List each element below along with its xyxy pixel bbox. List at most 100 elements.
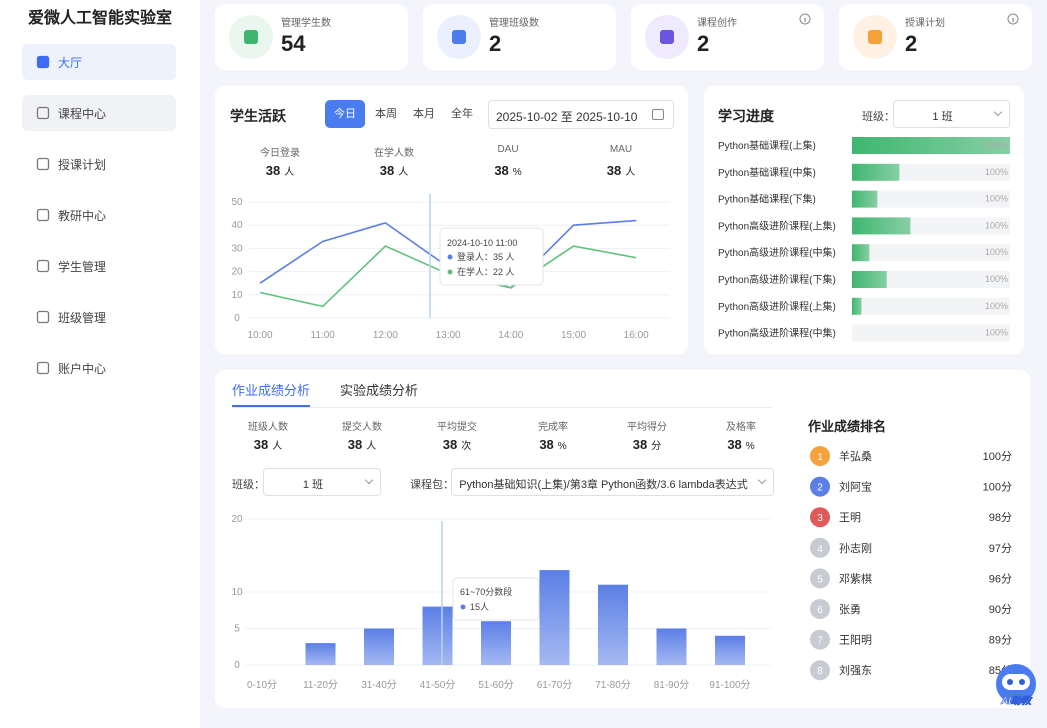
progress-percent: 100% xyxy=(985,167,1008,177)
menu-icon xyxy=(36,310,50,324)
section-tab[interactable]: 作业成绩分析 xyxy=(232,383,311,398)
progress-track xyxy=(852,244,1010,262)
kpi-value: 38 xyxy=(347,437,363,452)
stat-label: 管理班级数 xyxy=(489,18,539,29)
select-text: 1 班 xyxy=(932,111,953,123)
progress-bar xyxy=(852,297,862,315)
menu-icon xyxy=(36,259,50,273)
tooltip-box xyxy=(439,227,544,286)
period-tab[interactable]: 全年 xyxy=(451,108,473,120)
kpi-label: MAU xyxy=(609,144,633,155)
x-tick-label: 16:00 xyxy=(624,330,649,341)
card-title: 学习进度 xyxy=(718,108,774,124)
progress-percent: 100% xyxy=(985,301,1008,311)
kpi-unit: % xyxy=(557,441,567,452)
kpi: 38 人 xyxy=(254,437,282,452)
rank-number: 5 xyxy=(817,574,823,585)
icon-shape xyxy=(36,106,50,120)
menu-item[interactable]: 账户中心 xyxy=(22,350,176,386)
kpi: 38% xyxy=(727,437,754,452)
tooltip-title: 61~70分数段 xyxy=(460,586,512,597)
kpi-value: 38 xyxy=(727,437,742,452)
tooltip-line: 15人 xyxy=(470,602,489,612)
rank-number: 3 xyxy=(817,513,823,524)
menu-item[interactable]: 班级管理 xyxy=(22,299,176,335)
rank-number: 4 xyxy=(817,544,823,555)
rank-badge xyxy=(810,507,830,528)
rank-badge xyxy=(810,568,830,589)
student-score: 96分 xyxy=(989,572,1012,585)
period-tab[interactable]: 本月 xyxy=(413,108,435,120)
icon-shape xyxy=(36,157,50,171)
course-label: Python基础课程(下集) xyxy=(718,193,816,206)
menu-item[interactable]: 大厅 xyxy=(22,44,176,80)
menu-label: 班级管理 xyxy=(58,311,107,325)
x-tick-label: 14:00 xyxy=(498,330,523,341)
menu-icon xyxy=(36,208,50,222)
tooltip-title: 2024-10-10 11:00 xyxy=(447,238,517,248)
package-select[interactable]: Python基础知识(上集)/第3章 Python函数/3.6 lambda表达… xyxy=(451,468,774,496)
bar xyxy=(598,584,628,665)
bar xyxy=(715,635,745,665)
period-tab[interactable]: 今日 xyxy=(325,100,365,128)
rank-number: 1 xyxy=(817,452,823,463)
kpi-value: 38 xyxy=(265,163,281,178)
ai-assistant[interactable]: AI助教 xyxy=(990,660,1042,712)
bar xyxy=(539,570,570,665)
student-name: 邓紫棋 xyxy=(839,571,872,585)
student-score: 97分 xyxy=(989,542,1012,555)
progress-percent: 100% xyxy=(985,247,1008,257)
x-tick-label: 11:00 xyxy=(311,330,336,341)
info-icon xyxy=(1007,13,1019,25)
card-icon xyxy=(437,15,481,59)
homework-card: 作业成绩分析 实验成绩分析 班级人数 38 人提交人数 38 人平均提交 38 次完成率 38% 平… xyxy=(215,370,1030,708)
kpi: 38 人 xyxy=(380,163,408,178)
info-icon xyxy=(799,13,811,25)
progress-bar xyxy=(852,137,1010,154)
tab-divider xyxy=(232,407,772,408)
x-tick-label: 31-40分 xyxy=(361,679,397,691)
menu-item[interactable]: 课程中心 xyxy=(22,95,176,131)
x-tick-label: 11-20分 xyxy=(303,679,338,691)
bar xyxy=(305,643,336,665)
kpi: 38 分 xyxy=(633,437,661,452)
rank-number: 8 xyxy=(817,666,823,677)
section-tab[interactable]: 实验成绩分析 xyxy=(340,383,419,398)
x-tick-label: 0-10分 xyxy=(247,679,277,691)
kpi: 38% xyxy=(494,163,521,178)
x-tick-label: 15:00 xyxy=(561,330,586,341)
menu-label: 账户中心 xyxy=(58,362,107,376)
x-tick-label: 12:00 xyxy=(373,330,398,341)
course-label: Python基础课程(中集) xyxy=(718,166,816,179)
class-select[interactable]: 1 班 xyxy=(263,468,381,496)
progress-bar xyxy=(852,271,887,288)
menu-item[interactable]: 授课计划 xyxy=(22,146,176,182)
menu-item[interactable]: 学生管理 xyxy=(22,248,176,284)
stat-value: 2 xyxy=(489,31,502,56)
menu-icon xyxy=(36,106,50,120)
progress-percent: 100% xyxy=(985,194,1008,204)
progress-card: 学习进度 班级： 1 班 Python基础课程(上集) 100% Python基础课程(中… xyxy=(704,86,1024,354)
student-score: 90分 xyxy=(989,603,1012,616)
chart: 0 5 10 20 0-10分 11-20分 31-40分 41-50分 51-60分 61-70… xyxy=(231,419,1012,691)
x-tick-label: 91-100分 xyxy=(709,679,750,691)
kpi: 38 人 xyxy=(607,163,635,178)
activity-card: 学生活跃 今日 本周 本月 全年 2025-10-02 至 2025-10-10 今日登录 3… xyxy=(215,86,688,354)
menu-label: 教研中心 xyxy=(58,209,107,223)
icon-shape xyxy=(660,30,674,44)
class-select[interactable]: 1 班 xyxy=(893,100,1010,128)
menu-item[interactable]: 教研中心 xyxy=(22,197,176,233)
stat-card: 管理学生数 54 xyxy=(215,4,408,70)
progress-percent: 100% xyxy=(985,274,1008,284)
stat-label: 课程创作 xyxy=(697,18,737,29)
kpi-value: 38 xyxy=(253,437,269,452)
class-label: 班级： xyxy=(232,479,265,491)
stat-card: 管理班级数 2 xyxy=(423,4,616,70)
period-tab[interactable]: 本周 xyxy=(375,108,397,120)
tooltip-box xyxy=(452,577,540,621)
kpi: 38 人 xyxy=(266,163,294,178)
icon-shape xyxy=(36,208,50,222)
app-title: 爱微人工智能实验室 xyxy=(28,10,173,27)
date-picker[interactable]: 2025-10-02 至 2025-10-10 xyxy=(488,100,674,129)
student-name: 孙志刚 xyxy=(839,542,872,555)
